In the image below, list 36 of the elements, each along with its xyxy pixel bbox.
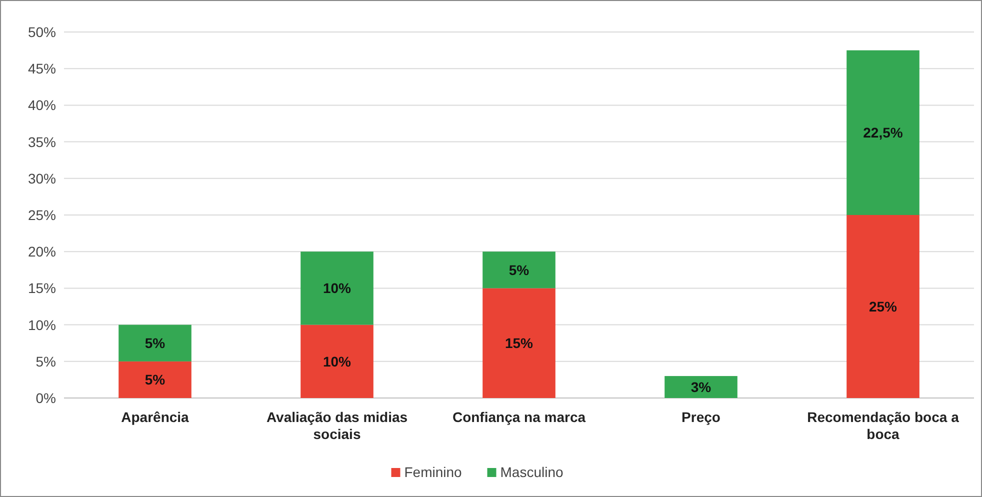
x-tick-label: Recomendação boca a boca — [807, 409, 960, 442]
bar — [664, 376, 738, 398]
x-tick-label: Avaliação das midias sociais — [266, 409, 408, 442]
x-tick-label: Aparência — [121, 409, 190, 425]
y-tick-label: 10% — [28, 316, 56, 333]
data-label: 5% — [144, 372, 166, 388]
data-label: 5% — [144, 335, 166, 352]
bar — [300, 252, 374, 325]
bar — [118, 361, 192, 398]
data-label: 22,5% — [863, 124, 904, 141]
bar — [300, 324, 374, 398]
bar — [846, 50, 920, 215]
y-tick-label: 40% — [28, 97, 56, 114]
data-label: 15% — [504, 335, 534, 352]
legend-label: Masculino — [500, 464, 564, 480]
bar — [846, 215, 920, 398]
y-tick-label: 15% — [28, 280, 56, 296]
bar — [482, 288, 556, 398]
data-label: 5% — [508, 262, 530, 278]
y-tick-label: 45% — [28, 60, 56, 77]
y-tick-label: 30% — [28, 170, 56, 186]
y-tick-label: 0% — [36, 390, 56, 406]
data-label: 10% — [322, 280, 352, 296]
x-tick-label: Confiança na marca — [452, 409, 586, 425]
y-tick-label: 50% — [28, 24, 56, 40]
bar — [118, 324, 192, 362]
y-tick-label: 5% — [36, 353, 56, 370]
legend-label: Feminino — [404, 464, 462, 480]
data-label: 25% — [868, 298, 898, 314]
y-tick-label: 25% — [28, 207, 56, 223]
y-tick-label: 20% — [28, 244, 56, 260]
data-label: 10% — [322, 353, 352, 370]
bar — [482, 252, 556, 288]
x-tick-label: Preço — [682, 409, 720, 425]
y-tick-label: 35% — [28, 134, 56, 150]
data-label: 3% — [690, 379, 712, 396]
